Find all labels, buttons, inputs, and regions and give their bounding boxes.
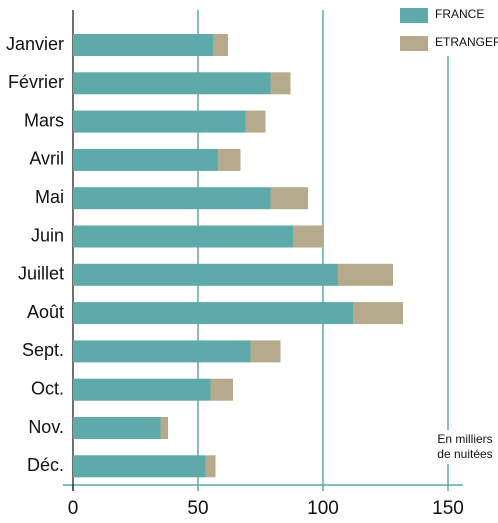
bar [73,110,246,133]
x-tick-label: 50 [187,498,208,519]
bar [73,148,218,171]
y-tick-label: Oct. [31,378,64,398]
bar [213,34,228,56]
bar [73,455,206,478]
bar [293,225,323,248]
bar [73,72,271,95]
annotation-bg [430,430,498,464]
annotation: de nuitées [437,447,492,461]
y-tick-label: Déc. [27,455,64,475]
y-tick-label: Juillet [18,264,64,284]
y-tick-label: Avril [29,149,64,169]
y-tick-label: Août [27,302,64,322]
bar [73,378,211,401]
bar [160,417,168,439]
bar [338,263,393,286]
legend-swatch [400,8,428,23]
bar [73,225,293,248]
y-tick-label: Mai [35,187,64,207]
bar [73,187,271,210]
bar [250,340,281,363]
bar [245,110,266,133]
bar [210,378,233,401]
y-tick-label: Février [8,72,64,92]
bar [73,340,251,363]
legend-label: FRANCE [435,7,484,21]
y-tick-label: Juin [31,225,64,245]
bar [218,148,241,171]
bar [270,72,291,95]
bar [353,302,403,325]
x-tick-label: 0 [68,498,79,519]
y-tick-label: Sept. [22,340,64,360]
bar [73,302,353,325]
x-tick-label: 150 [432,498,464,519]
y-tick-label: Nov. [28,417,64,437]
bar [205,455,216,478]
bar [73,34,213,56]
bar [270,187,308,210]
y-tick-label: Mars [24,110,64,130]
legend-label: ETRANGER [435,35,498,49]
bar [73,417,161,439]
y-tick-label: Janvier [6,34,64,54]
x-tick-label: 100 [307,498,339,519]
bar [73,263,338,286]
legend-swatch [400,36,428,51]
annotation: En milliers [437,432,492,446]
